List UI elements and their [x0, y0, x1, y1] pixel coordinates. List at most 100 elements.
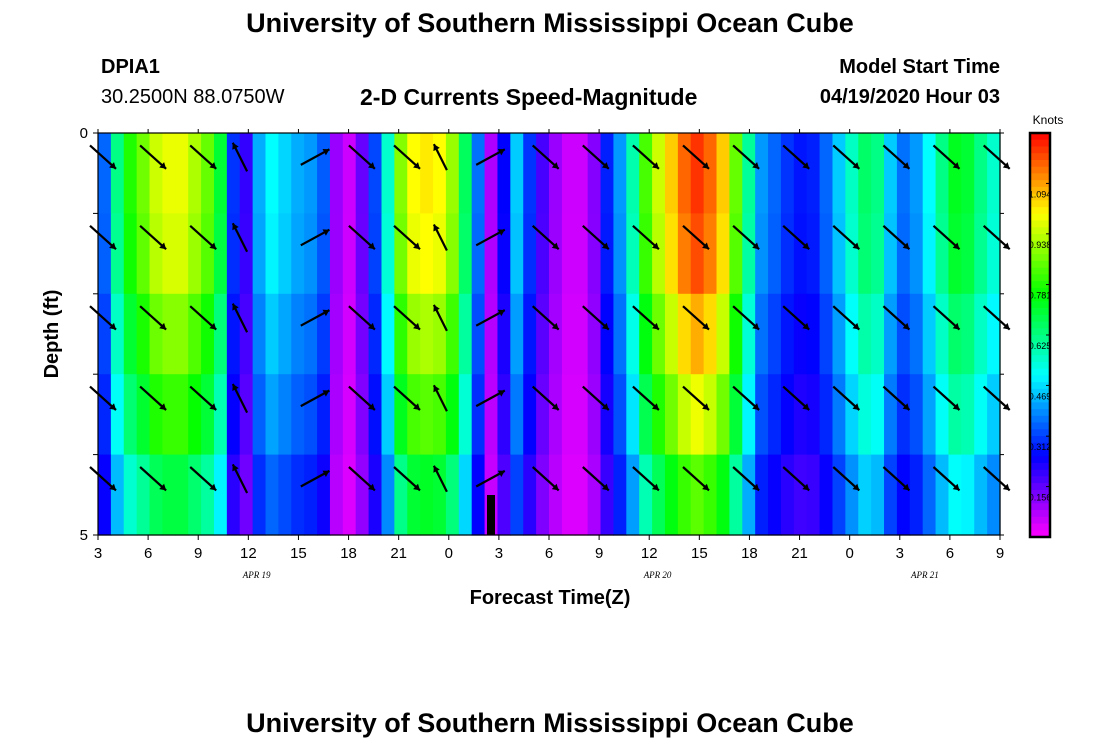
current-vector-head: [413, 483, 420, 491]
heatmap-cell: [523, 213, 537, 295]
heatmap-cell: [768, 454, 782, 536]
heatmap-cell: [355, 374, 370, 456]
heatmap-cell: [858, 454, 872, 536]
current-vector-head: [952, 162, 960, 169]
heatmap-cell: [329, 133, 344, 214]
heatmap-cell: [896, 454, 911, 536]
heatmap-cell: [278, 213, 292, 295]
heatmap-cell: [549, 293, 563, 375]
heatmap-cell: [201, 213, 215, 295]
colorbar-segment: [1030, 260, 1050, 269]
current-vector-head: [1002, 242, 1010, 250]
current-vector-head: [209, 483, 217, 491]
colorbar-segment: [1030, 388, 1050, 397]
heatmap-cell: [123, 133, 138, 214]
heatmap-cell: [793, 374, 808, 456]
heatmap-cell: [871, 374, 885, 456]
heatmap-cell: [935, 374, 950, 456]
heatmap-cell: [961, 293, 975, 375]
heatmap-cell: [523, 374, 537, 456]
heatmap-cell: [780, 133, 795, 214]
heatmap-cell: [922, 293, 937, 375]
colorbar-segment: [1030, 287, 1050, 296]
heatmap-cell: [458, 133, 473, 214]
heatmap-cell: [626, 213, 640, 295]
heatmap-cell: [175, 213, 189, 295]
heatmap-cell: [252, 133, 267, 214]
x-tick-label: 15: [290, 545, 307, 562]
heatmap-cell: [304, 213, 318, 295]
x-tick-label: 6: [946, 545, 954, 562]
heatmap-cell: [587, 454, 602, 536]
heatmap-cell: [677, 293, 692, 375]
current-vector-head: [1002, 483, 1010, 491]
station-location: 30.2500N 88.0750W: [101, 86, 285, 108]
heatmap-cell: [420, 374, 434, 456]
current-vector-head: [652, 322, 659, 330]
colorbar-segment: [1030, 382, 1050, 390]
x-tick-label: 9: [194, 545, 202, 562]
heatmap-cell: [317, 454, 331, 536]
heatmap-cell: [239, 133, 254, 214]
current-vector-head: [368, 483, 375, 491]
current-vector-head: [902, 162, 910, 169]
heatmap-cell: [136, 213, 151, 295]
current-vector-head: [952, 483, 960, 491]
heatmap-cell: [884, 293, 898, 375]
heatmap-cell: [342, 374, 357, 456]
heatmap-cell: [884, 454, 898, 536]
colorbar-segment: [1030, 207, 1050, 215]
current-vector-head: [413, 322, 420, 330]
heatmap-cell: [922, 213, 937, 295]
current-vector-head: [368, 242, 375, 250]
heatmap-cell: [175, 454, 189, 536]
colorbar-segment: [1030, 335, 1050, 343]
heatmap-cell: [523, 454, 537, 536]
current-vector-head: [852, 162, 860, 169]
current-vector-head: [652, 162, 659, 169]
model-start-time: 04/19/2020 Hour 03: [819, 86, 1000, 108]
heatmap-cell: [574, 374, 589, 456]
colorbar-segment: [1030, 395, 1050, 403]
heatmap-cell: [793, 293, 808, 375]
colorbar-tick-label: 0.938: [1029, 240, 1052, 250]
colorbar-segment: [1030, 449, 1050, 457]
heatmap-cell: [729, 374, 743, 456]
heatmap-cell: [974, 374, 988, 456]
colorbar-segment: [1030, 308, 1050, 316]
heatmap-cell: [922, 454, 937, 536]
heatmap-cell: [123, 293, 138, 375]
heatmap-cell: [987, 133, 1001, 214]
heatmap-cell: [368, 454, 383, 536]
heatmap-cell: [407, 454, 421, 536]
current-vector-head: [232, 303, 239, 311]
heatmap-cell: [329, 293, 344, 375]
heatmap-cell: [549, 133, 563, 214]
heatmap-cell: [445, 374, 460, 456]
current-vector-head: [752, 322, 760, 330]
heatmap-cell: [510, 454, 524, 536]
heatmap-cell: [819, 293, 834, 375]
heatmap-cell: [639, 133, 653, 214]
heatmap-cell: [845, 374, 859, 456]
colorbar-segment: [1030, 227, 1050, 235]
heatmap-cell: [987, 213, 1001, 295]
heatmap-cell: [974, 133, 988, 214]
heatmap-cell: [858, 213, 872, 295]
heatmap-cell: [948, 133, 962, 214]
heatmap-cell: [896, 213, 911, 295]
heatmap-cell: [433, 454, 447, 536]
heatmap-cell: [407, 133, 421, 214]
heatmap-cell: [652, 133, 666, 214]
colorbar-unit-label: Knots: [1033, 113, 1064, 127]
heatmap-cell: [329, 374, 344, 456]
heatmap-cell: [381, 454, 395, 536]
heatmap-cell: [471, 133, 486, 214]
colorbar-segment: [1030, 409, 1050, 417]
heatmap-cell: [896, 374, 911, 456]
x-axis-label: Forecast Time(Z): [470, 587, 631, 609]
current-vector-head: [109, 403, 116, 410]
heatmap-cell: [974, 213, 988, 295]
current-vector-head: [1002, 403, 1010, 410]
heatmap-cell: [716, 374, 730, 456]
